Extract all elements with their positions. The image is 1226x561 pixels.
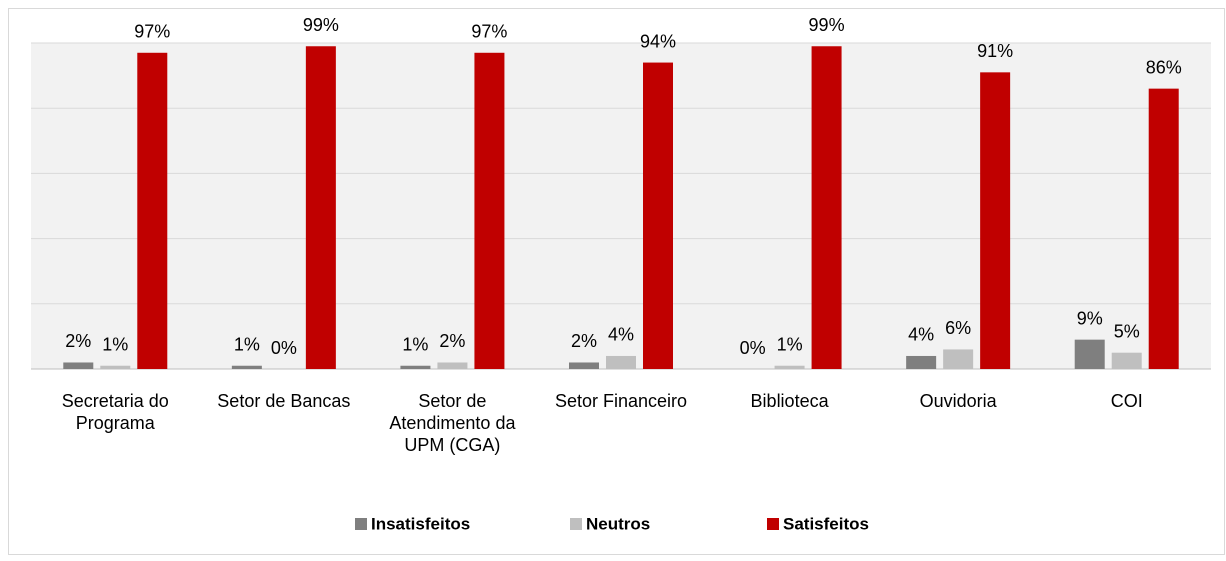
x-tick-label: Secretaria do Programa bbox=[62, 391, 169, 433]
data-label: 99% bbox=[303, 15, 339, 35]
bar bbox=[1148, 88, 1179, 369]
bar bbox=[811, 46, 842, 369]
bar bbox=[943, 349, 974, 369]
data-label: 99% bbox=[809, 15, 845, 35]
legend-text: Satisfeitos bbox=[783, 514, 869, 533]
bar bbox=[1074, 339, 1105, 369]
x-tick-label: Biblioteca bbox=[751, 391, 830, 411]
bar bbox=[437, 362, 468, 369]
data-label: 2% bbox=[65, 331, 91, 351]
legend-text: Insatisfeitos bbox=[371, 514, 470, 533]
bar bbox=[980, 72, 1011, 369]
x-tick-label: COI bbox=[1111, 391, 1143, 411]
data-label: 1% bbox=[102, 334, 128, 354]
bar bbox=[400, 365, 431, 369]
plot-area bbox=[31, 43, 1211, 369]
data-label: 4% bbox=[908, 325, 934, 345]
bar bbox=[569, 362, 599, 369]
data-label: 97% bbox=[471, 22, 507, 42]
legend-marker bbox=[570, 518, 582, 530]
data-label: 4% bbox=[608, 325, 634, 345]
data-label: 2% bbox=[439, 331, 465, 351]
data-label: 97% bbox=[134, 22, 170, 42]
data-label: 5% bbox=[1114, 321, 1140, 341]
bar bbox=[906, 355, 937, 369]
bar bbox=[774, 365, 805, 369]
data-label: 0% bbox=[271, 338, 297, 358]
bar bbox=[305, 46, 336, 369]
legend-text: Neutros bbox=[586, 514, 650, 533]
data-label: 1% bbox=[777, 334, 803, 354]
x-tick-label: Setor Financeiro bbox=[555, 391, 687, 411]
bar bbox=[231, 365, 262, 369]
bar bbox=[100, 365, 131, 369]
bar bbox=[606, 355, 636, 369]
data-label: 9% bbox=[1077, 308, 1103, 328]
bar bbox=[474, 52, 505, 369]
data-label: 2% bbox=[571, 331, 597, 351]
data-label: 1% bbox=[234, 334, 260, 354]
bar bbox=[137, 52, 168, 369]
legend-marker bbox=[767, 518, 779, 530]
bar bbox=[1111, 352, 1142, 369]
legend-marker bbox=[355, 518, 367, 530]
x-tick-label: Ouvidoria bbox=[920, 391, 998, 411]
x-tick-label: Setor de Bancas bbox=[217, 391, 350, 411]
data-label: 1% bbox=[402, 334, 428, 354]
x-tick-label: Setor de Atendimento da UPM (CGA) bbox=[389, 391, 516, 455]
data-label: 6% bbox=[945, 318, 971, 338]
data-label: 86% bbox=[1146, 57, 1182, 77]
bar bbox=[63, 362, 94, 369]
data-label: 94% bbox=[640, 31, 676, 51]
data-label: 0% bbox=[740, 338, 766, 358]
data-label: 91% bbox=[977, 41, 1013, 61]
bar bbox=[643, 62, 673, 370]
